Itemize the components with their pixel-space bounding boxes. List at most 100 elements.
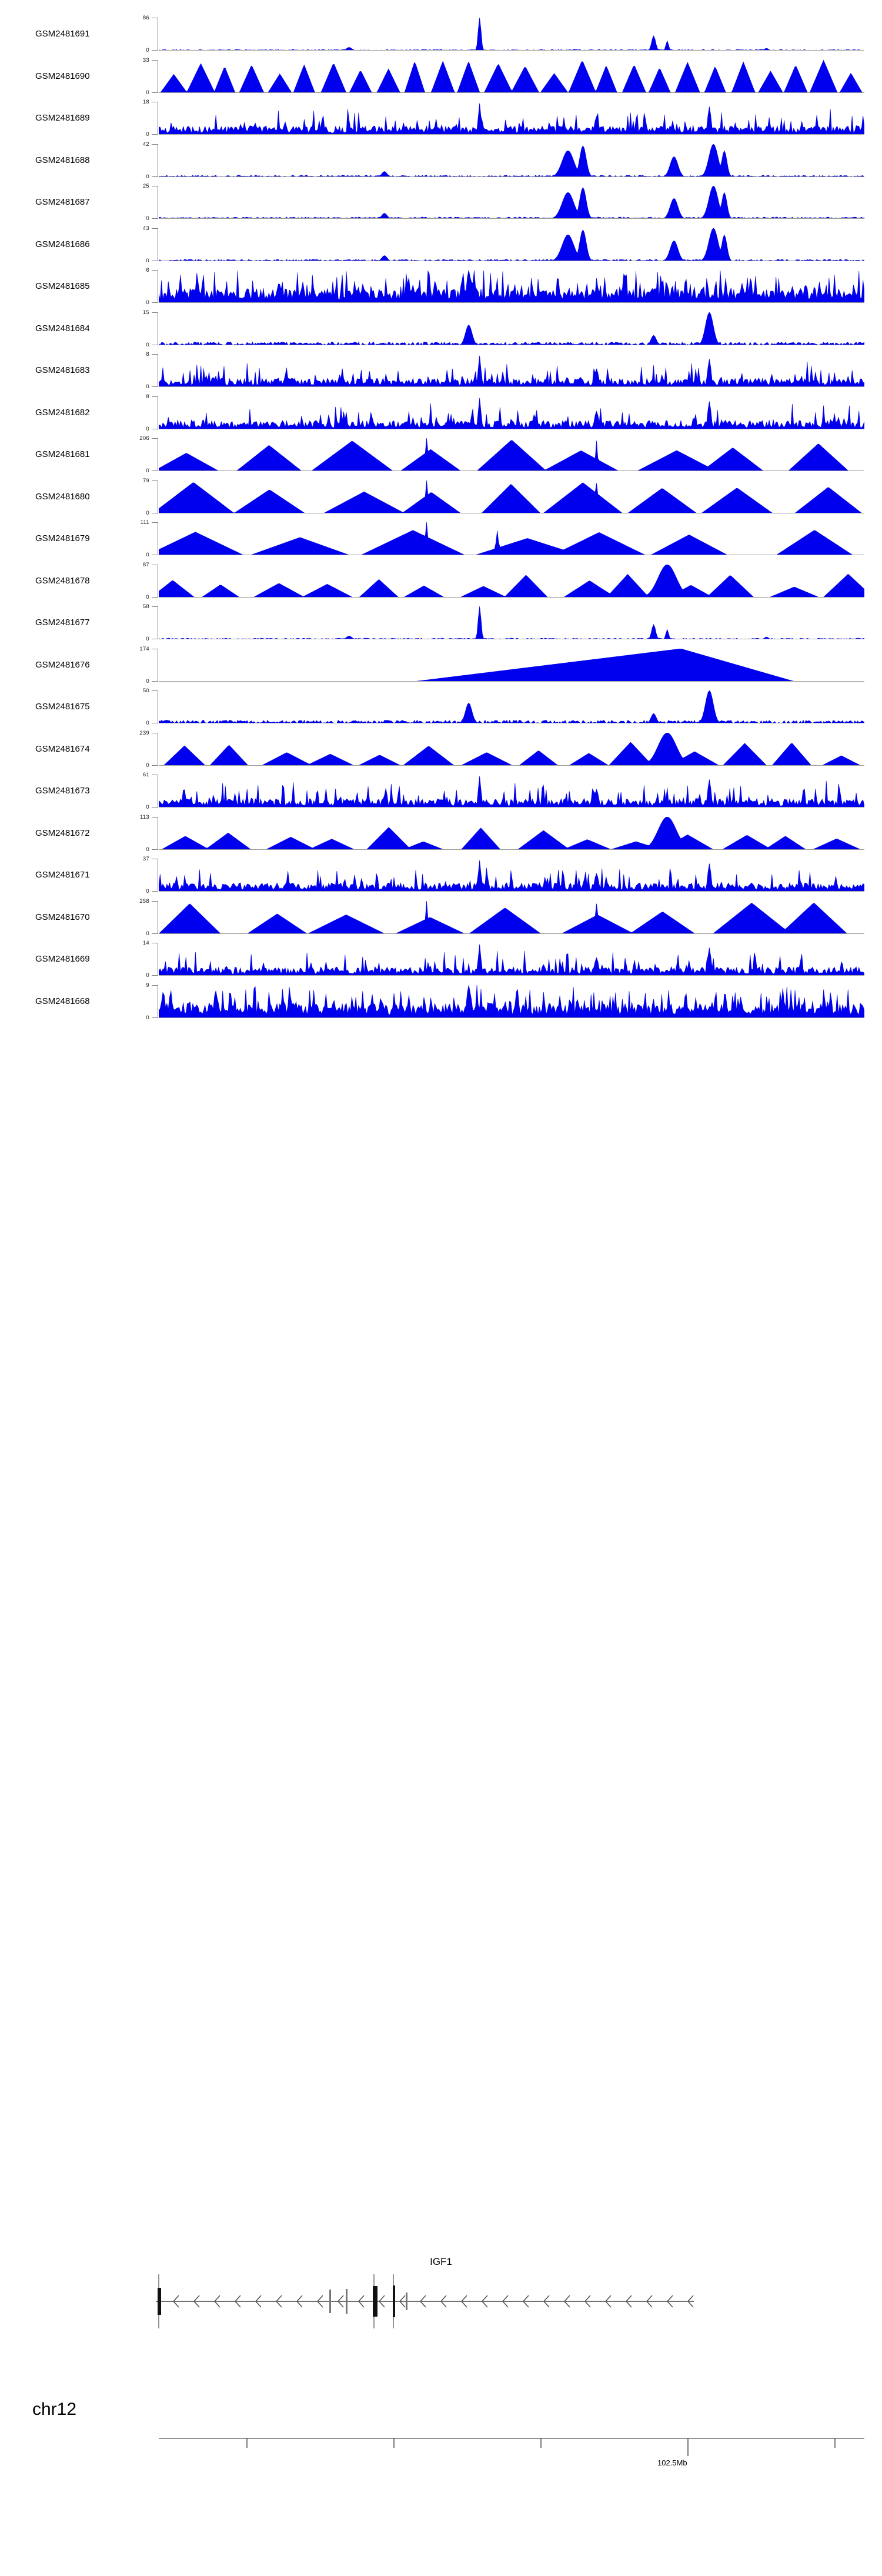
- coverage-track[interactable]: GSM2481668 9 0: [0, 982, 882, 1021]
- y-axis-max-label: 14: [142, 940, 149, 946]
- y-axis-min-label: 0: [146, 804, 149, 810]
- coverage-plot[interactable]: [159, 816, 864, 850]
- coverage-track[interactable]: GSM2481685 6 0: [0, 267, 882, 306]
- coverage-plot[interactable]: [159, 270, 864, 303]
- track-baseline: [159, 386, 864, 387]
- coverage-track[interactable]: GSM2481678 87 0: [0, 562, 882, 600]
- track-y-axis: 42 0: [128, 141, 159, 180]
- coverage-track[interactable]: GSM2481683 8 0: [0, 351, 882, 390]
- coverage-plot[interactable]: [159, 59, 864, 93]
- coverage-track[interactable]: GSM2481674 239 0: [0, 730, 882, 769]
- coverage-track[interactable]: GSM2481675 50 0: [0, 688, 882, 726]
- coverage-plot[interactable]: [159, 859, 864, 892]
- y-axis-max-label: 58: [142, 603, 149, 610]
- track-label: GSM2481676: [35, 659, 90, 670]
- coverage-plot[interactable]: [159, 900, 864, 934]
- y-axis-tick-min: [152, 218, 158, 219]
- coverage-plot[interactable]: [159, 396, 864, 429]
- y-axis-max-label: 113: [139, 813, 149, 820]
- y-axis-min-label: 0: [146, 299, 149, 306]
- coverage-plot[interactable]: [159, 186, 864, 219]
- y-axis-min-label: 0: [146, 846, 149, 853]
- coverage-track[interactable]: GSM2481679 111 0: [0, 519, 882, 558]
- coverage-track[interactable]: GSM2481682 8 0: [0, 393, 882, 432]
- coverage-track[interactable]: GSM2481670 258 0: [0, 898, 882, 937]
- coverage-track[interactable]: GSM2481687 25 0: [0, 183, 882, 222]
- y-axis-tick-max: [152, 270, 158, 271]
- axis-position-label: 102.5Mb: [657, 2458, 687, 2467]
- y-axis-max-label: 86: [142, 15, 149, 21]
- coverage-track[interactable]: GSM2481673 61 0: [0, 772, 882, 810]
- track-baseline: [159, 50, 864, 51]
- y-axis-tick-max: [152, 438, 158, 439]
- track-y-axis: 174 0: [128, 646, 159, 685]
- coverage-track[interactable]: GSM2481689 18 0: [0, 99, 882, 138]
- coverage-track[interactable]: GSM2481686 43 0: [0, 225, 882, 264]
- y-axis-tick-min: [152, 302, 158, 303]
- coverage-plot[interactable]: [159, 648, 864, 682]
- track-label: GSM2481689: [35, 113, 90, 123]
- coverage-track[interactable]: GSM2481690 33 0: [0, 57, 882, 96]
- y-axis-max-label: 9: [146, 982, 149, 989]
- track-label: GSM2481682: [35, 407, 90, 418]
- coverage-plot[interactable]: [159, 564, 864, 598]
- track-label: GSM2481681: [35, 449, 90, 459]
- y-axis-tick-max: [152, 312, 158, 313]
- y-axis-tick-max: [152, 690, 158, 691]
- coverage-track[interactable]: GSM2481676 174 0: [0, 646, 882, 685]
- track-label: GSM2481668: [35, 996, 90, 1006]
- coverage-plot[interactable]: [159, 690, 864, 723]
- track-label: GSM2481674: [35, 743, 90, 754]
- coverage-track[interactable]: GSM2481677 58 0: [0, 603, 882, 642]
- coverage-track[interactable]: GSM2481680 79 0: [0, 477, 882, 516]
- gene-name-label: IGF1: [430, 2256, 452, 2267]
- y-axis-tick-min: [152, 1017, 158, 1018]
- track-y-axis: 79 0: [128, 477, 159, 516]
- coverage-plot[interactable]: [159, 606, 864, 639]
- coverage-plot[interactable]: [159, 312, 864, 345]
- track-y-axis: 239 0: [128, 730, 159, 769]
- track-baseline: [159, 134, 864, 135]
- coverage-plot[interactable]: [159, 775, 864, 807]
- y-axis-max-label: 79: [142, 477, 149, 484]
- y-axis-min-label: 0: [146, 89, 149, 96]
- track-baseline: [159, 933, 864, 934]
- coverage-plot[interactable]: [159, 102, 864, 135]
- gene-model-svg[interactable]: [0, 2269, 882, 2340]
- coverage-track[interactable]: GSM2481669 14 0: [0, 940, 882, 979]
- coverage-track[interactable]: GSM2481691 86 0: [0, 15, 882, 54]
- coverage-plot[interactable]: [159, 985, 864, 1018]
- coverage-plot[interactable]: [159, 943, 864, 976]
- y-axis-min-label: 0: [146, 425, 149, 432]
- y-axis-tick-max: [152, 522, 158, 523]
- track-label: GSM2481670: [35, 912, 90, 922]
- track-label: GSM2481672: [35, 827, 90, 838]
- coverage-plot[interactable]: [159, 228, 864, 261]
- coverage-plot[interactable]: [159, 522, 864, 555]
- coverage-track[interactable]: GSM2481671 37 0: [0, 856, 882, 895]
- coverage-track[interactable]: GSM2481672 113 0: [0, 813, 882, 853]
- coverage-track[interactable]: GSM2481681 206 0: [0, 435, 882, 474]
- coverage-plot[interactable]: [159, 354, 864, 387]
- coverage-plot[interactable]: [159, 438, 864, 471]
- track-baseline: [159, 891, 864, 892]
- coverage-track[interactable]: GSM2481688 42 0: [0, 141, 882, 180]
- track-label: GSM2481675: [35, 702, 90, 712]
- coverage-plot[interactable]: [159, 144, 864, 177]
- coverage-plot[interactable]: [159, 480, 864, 513]
- coverage-plot[interactable]: [159, 732, 864, 766]
- coverage-track[interactable]: GSM2481684 15 0: [0, 309, 882, 348]
- track-baseline: [159, 596, 864, 598]
- y-axis-min-label: 0: [146, 888, 149, 895]
- track-baseline: [159, 1017, 864, 1018]
- y-axis-max-label: 43: [142, 225, 149, 232]
- gene-annotation-track[interactable]: IGF1: [0, 2253, 882, 2347]
- track-y-axis: 43 0: [128, 225, 159, 264]
- y-axis-tick-max: [152, 985, 158, 986]
- track-y-axis: 111 0: [128, 519, 159, 558]
- y-axis-max-label: 206: [139, 435, 149, 442]
- coverage-plot[interactable]: [159, 18, 864, 51]
- y-axis-min-label: 0: [146, 47, 149, 54]
